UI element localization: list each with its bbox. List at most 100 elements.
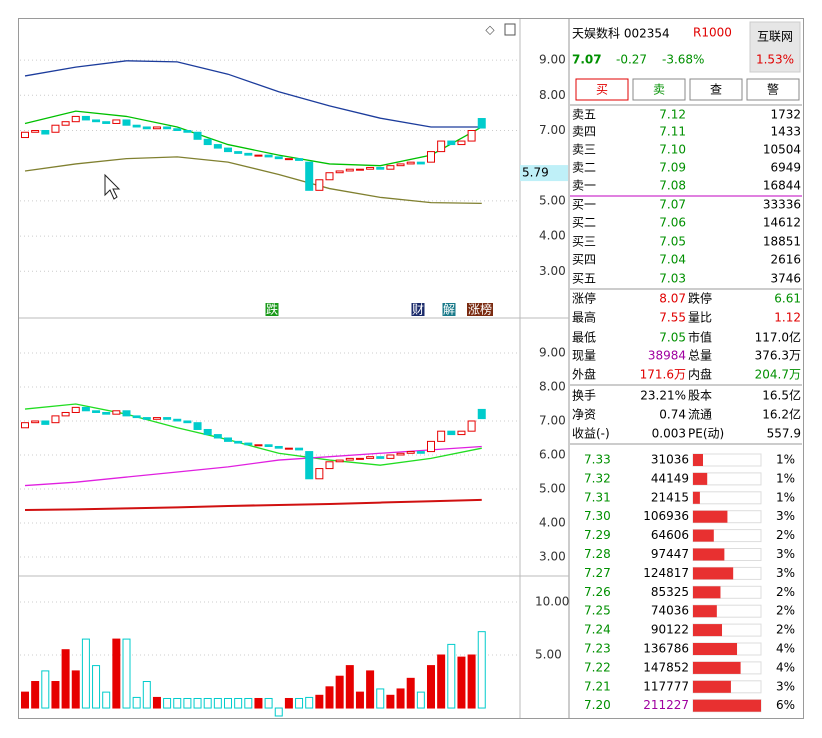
candle xyxy=(92,119,101,123)
candle xyxy=(335,170,344,174)
order-volume: 33336 xyxy=(763,198,801,212)
candle xyxy=(203,138,212,146)
y-tick-label: 7.00 xyxy=(539,413,566,427)
y-tick-label: 8.00 xyxy=(539,88,566,102)
dist-volume: 211227 xyxy=(643,698,689,712)
dist-bar xyxy=(693,624,723,637)
dist-price: 7.23 xyxy=(584,642,611,656)
trade-button-label[interactable]: 买 xyxy=(596,83,608,97)
dist-pct: 2% xyxy=(776,528,795,542)
candle xyxy=(102,121,111,124)
candle xyxy=(244,442,253,446)
volume-bar xyxy=(31,681,40,709)
dist-bar xyxy=(693,643,738,655)
volume-bar xyxy=(416,691,425,709)
candle xyxy=(284,158,293,161)
candle xyxy=(305,161,314,191)
ma-line xyxy=(24,156,482,204)
dist-bar xyxy=(693,510,728,523)
event-marker[interactable]: 解 xyxy=(443,303,455,317)
volume-bar xyxy=(376,688,385,709)
volume-bar xyxy=(335,675,344,709)
candle xyxy=(274,156,283,160)
volume-bar xyxy=(264,697,273,709)
y-tick-label: 4.00 xyxy=(539,229,566,243)
candle xyxy=(345,168,354,172)
candle xyxy=(132,415,141,419)
diamond-icon[interactable]: ◇ xyxy=(485,23,495,37)
volume-bar xyxy=(203,697,212,709)
stat-label: 总量 xyxy=(688,349,712,363)
volume-bar xyxy=(457,656,466,709)
mouse-cursor xyxy=(104,173,121,200)
stock-name: 天娱数科 002354 xyxy=(572,26,670,41)
candle xyxy=(234,440,243,444)
event-marker-box xyxy=(442,303,456,316)
dist-pct: 1% xyxy=(776,471,795,485)
stat-value: 204.7万 xyxy=(755,368,801,382)
price-change: -0.27 xyxy=(616,53,647,67)
order-label: 卖三 xyxy=(572,143,596,157)
dist-bar-frame xyxy=(692,453,762,467)
dist-price: 7.24 xyxy=(584,623,611,637)
dist-price: 7.25 xyxy=(584,604,611,618)
stat-label: 最低 xyxy=(572,331,596,345)
dist-bar xyxy=(693,454,703,466)
candle xyxy=(163,126,172,130)
event-marker[interactable]: 涨榜 xyxy=(468,302,492,317)
sector-name[interactable]: 互联网 xyxy=(757,30,793,44)
sector-box xyxy=(749,21,801,73)
trade-button[interactable] xyxy=(746,78,800,101)
trade-button[interactable] xyxy=(632,78,686,101)
candle xyxy=(386,165,395,170)
order-label: 卖四 xyxy=(572,125,596,139)
candle xyxy=(457,140,466,146)
trade-button-label[interactable]: 警 xyxy=(767,82,779,97)
trade-button[interactable] xyxy=(689,78,743,101)
order-price: 7.11 xyxy=(659,125,686,139)
volume-bar xyxy=(447,643,456,709)
candle xyxy=(173,418,182,422)
candle xyxy=(467,129,476,142)
candle xyxy=(376,166,385,170)
volume-bar xyxy=(284,697,293,709)
candle xyxy=(112,119,121,124)
dist-bar-frame xyxy=(692,491,762,505)
ma-line xyxy=(24,498,482,512)
order-price: 7.05 xyxy=(659,235,686,249)
trade-button-label[interactable]: 卖 xyxy=(653,83,665,97)
trade-button-label[interactable]: 查 xyxy=(710,83,722,97)
stat-label: 内盘 xyxy=(688,367,712,382)
dist-volume: 106936 xyxy=(643,509,689,523)
candle xyxy=(366,456,375,459)
dist-bar xyxy=(693,567,734,580)
y-tick-label: 9.00 xyxy=(539,345,566,359)
dist-volume: 90122 xyxy=(651,623,689,637)
y-tick-label: 7.00 xyxy=(539,123,566,137)
ma-line xyxy=(24,403,482,466)
candle xyxy=(183,420,192,424)
dist-pct: 3% xyxy=(776,509,795,523)
y-tick-label: 10.00 xyxy=(535,594,569,608)
cursor-price-box xyxy=(520,165,568,182)
dist-pct: 2% xyxy=(776,585,795,599)
candle xyxy=(406,161,415,165)
event-marker[interactable]: 跌 xyxy=(266,302,278,317)
ma-line xyxy=(24,445,482,487)
candle xyxy=(152,417,161,420)
trade-button[interactable] xyxy=(575,78,629,101)
ma-line xyxy=(24,110,483,167)
event-marker-box xyxy=(411,303,425,316)
candle xyxy=(132,124,141,128)
window-icon[interactable] xyxy=(504,23,516,36)
volume-bar xyxy=(163,697,172,709)
event-marker[interactable]: 财 xyxy=(412,303,424,317)
candle xyxy=(264,154,273,158)
event-marker-box xyxy=(467,303,493,316)
order-price: 7.12 xyxy=(659,108,686,122)
dist-bar xyxy=(693,472,708,485)
stat-label: 流通 xyxy=(688,408,712,422)
y-tick-label: 5.00 xyxy=(535,648,562,662)
dist-pct: 6% xyxy=(776,698,795,712)
order-price: 7.04 xyxy=(659,253,686,267)
